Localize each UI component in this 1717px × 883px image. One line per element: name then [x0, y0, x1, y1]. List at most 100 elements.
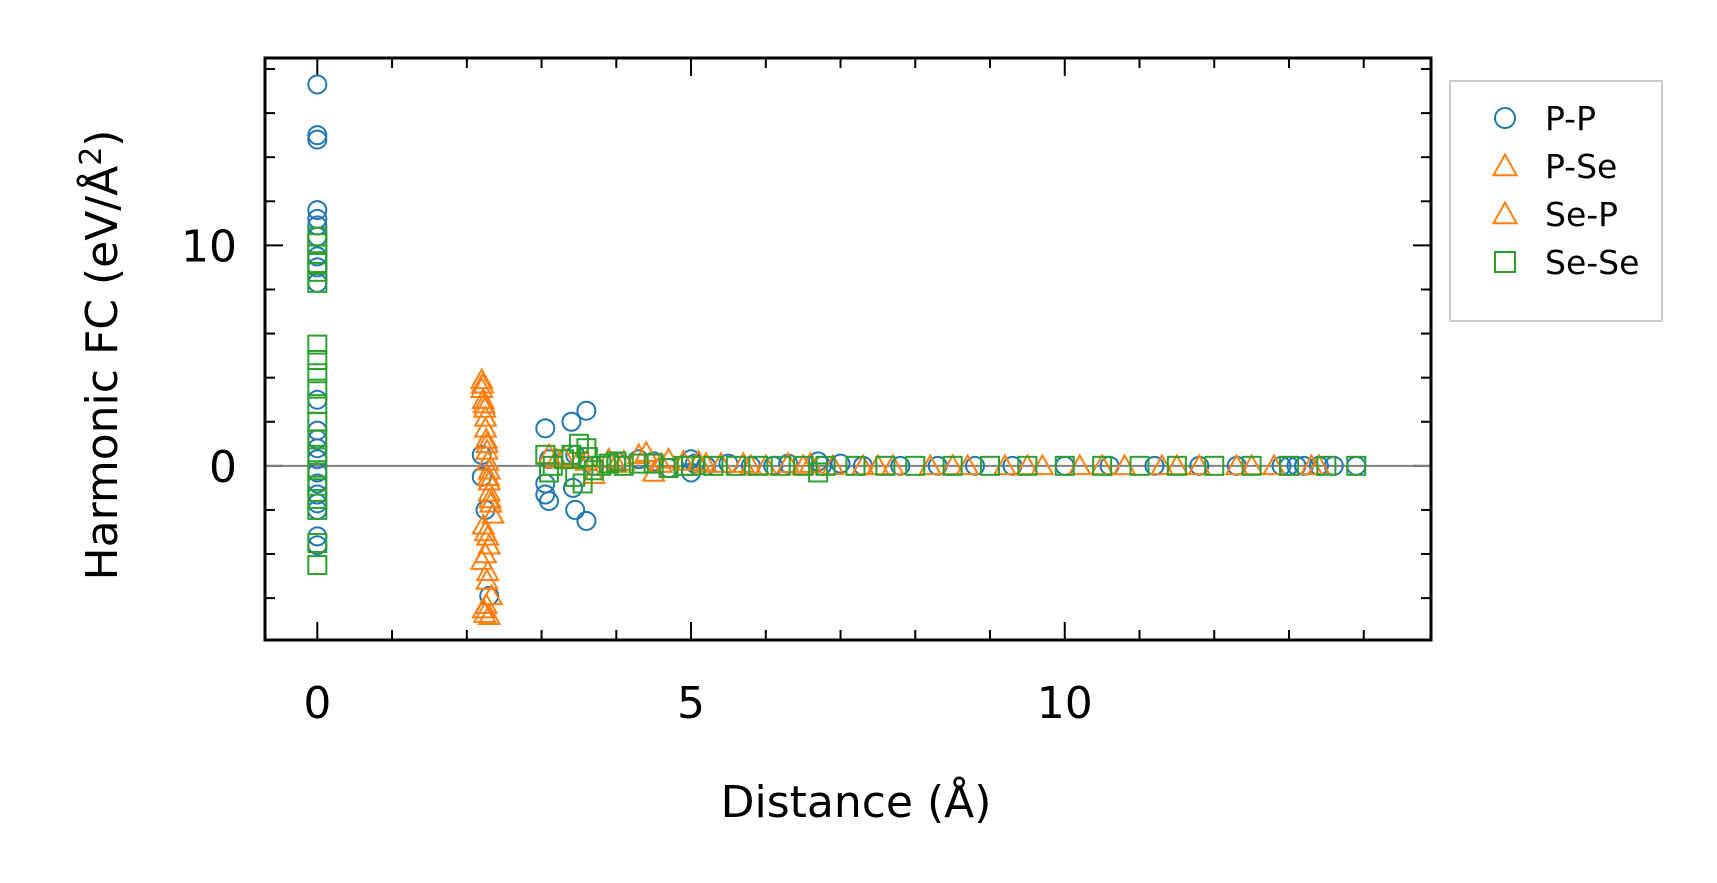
data-point — [830, 453, 851, 474]
data-points — [307, 74, 1367, 626]
data-point — [942, 455, 963, 476]
data-point — [1241, 455, 1262, 476]
data-point — [307, 389, 328, 410]
legend-label: P-Se — [1545, 147, 1617, 186]
data-point — [307, 444, 328, 465]
data-point — [808, 451, 829, 472]
data-point — [535, 484, 556, 505]
y-tick-label: 0 — [209, 442, 237, 493]
data-point — [748, 455, 769, 476]
data-point — [307, 488, 328, 509]
data-point — [535, 418, 556, 439]
data-point — [307, 129, 328, 150]
data-point — [572, 473, 593, 494]
data-point — [565, 499, 586, 520]
data-point — [658, 458, 679, 479]
legend-marker — [1494, 107, 1516, 129]
data-point — [307, 475, 328, 496]
data-point — [808, 462, 829, 483]
data-point — [472, 396, 497, 418]
data-point — [583, 460, 604, 481]
data-point — [470, 371, 495, 394]
data-point — [477, 457, 502, 480]
y-tick-label: 10 — [181, 221, 237, 272]
x-axis-label: Distance (Å) — [721, 775, 992, 828]
data-point — [477, 532, 502, 555]
data-point — [307, 350, 328, 371]
data-point — [561, 411, 582, 432]
data-point — [628, 453, 649, 474]
data-point — [1017, 455, 1038, 476]
data-point — [681, 455, 702, 476]
tick-marks — [265, 58, 1431, 640]
data-point — [576, 510, 597, 531]
data-point — [307, 555, 328, 576]
data-point — [591, 455, 612, 476]
data-point — [535, 473, 556, 494]
data-point — [539, 462, 560, 483]
data-point — [875, 455, 896, 476]
data-point — [539, 491, 560, 512]
legend: P-P P-Se Se-P Se-Se — [1449, 80, 1663, 322]
data-point — [1316, 455, 1337, 476]
data-point — [613, 455, 634, 476]
data-point — [307, 499, 328, 520]
data-point — [307, 429, 328, 450]
data-point — [307, 378, 328, 399]
data-point — [473, 519, 498, 542]
data-point — [471, 387, 496, 409]
series-se-p — [470, 371, 1331, 619]
data-point — [606, 451, 627, 472]
data-point — [307, 226, 328, 247]
data-point — [477, 479, 502, 502]
y-axis-label-close: ) — [77, 130, 128, 147]
data-point — [476, 464, 501, 487]
data-point — [477, 486, 503, 509]
legend-label: P-P — [1545, 99, 1596, 138]
data-point — [469, 367, 494, 390]
data-point — [1166, 455, 1187, 476]
x-tick-label: 10 — [1037, 678, 1093, 729]
tick-labels: 0 5 10 0 10 — [181, 221, 1093, 729]
data-point — [1129, 455, 1150, 476]
legend-label: Se-Se — [1545, 243, 1639, 282]
y-axis-label: Harmonic FC (eV/Å2) — [74, 130, 128, 581]
data-point — [307, 460, 328, 481]
data-point — [576, 400, 597, 421]
data-point — [307, 261, 328, 282]
data-point — [793, 455, 814, 476]
data-point — [307, 74, 328, 95]
data-point — [475, 559, 500, 581]
data-point — [474, 437, 500, 460]
data-point — [1092, 455, 1113, 476]
data-point — [1278, 455, 1299, 476]
data-point — [643, 453, 664, 474]
legend-marker — [1491, 200, 1519, 225]
data-point — [815, 455, 836, 476]
x-tick-label: 0 — [303, 678, 331, 729]
legend-items: P-P P-Se Se-P Se-Se — [1491, 99, 1639, 282]
x-tick-label: 5 — [677, 678, 705, 729]
data-point — [307, 363, 328, 384]
plot-frame — [263, 56, 1433, 642]
data-point — [477, 603, 502, 626]
legend-label: Se-P — [1545, 195, 1618, 234]
data-point — [473, 404, 498, 427]
data-point — [471, 391, 497, 414]
data-point — [980, 455, 1001, 476]
series-se-se — [307, 226, 1367, 576]
legend-box — [1449, 80, 1663, 322]
data-point — [469, 548, 494, 570]
series-p-p — [307, 74, 1367, 606]
data-point — [1054, 455, 1075, 476]
data-point — [905, 455, 926, 476]
data-point — [725, 455, 746, 476]
data-point — [307, 272, 328, 293]
data-point — [598, 453, 619, 474]
data-point — [307, 233, 328, 254]
data-point — [307, 200, 328, 221]
legend-marker — [1494, 251, 1516, 273]
data-point — [478, 490, 503, 513]
data-point — [471, 596, 496, 619]
